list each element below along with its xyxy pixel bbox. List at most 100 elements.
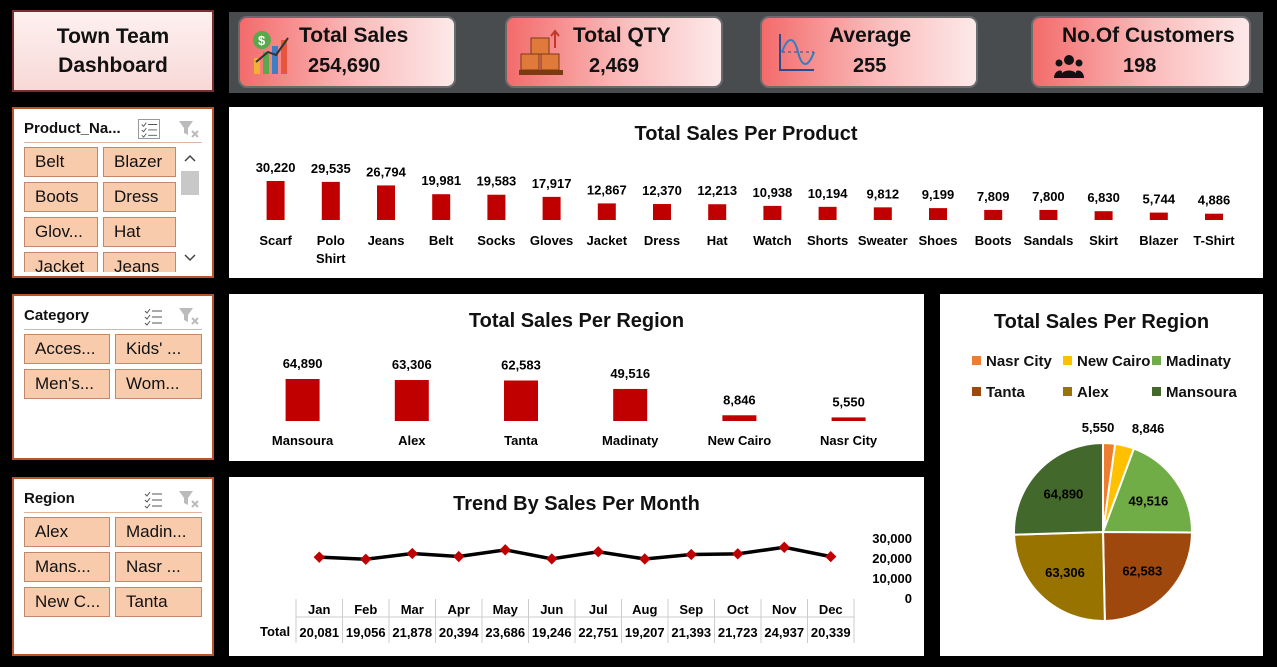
month-label: Nov <box>772 602 797 617</box>
slicer-category: Category Acces... Kids' ... Men's... Wom… <box>12 294 214 460</box>
product-bar <box>597 203 616 220</box>
slicer-item[interactable]: Wom... <box>115 369 202 399</box>
data-label: 30,220 <box>256 160 296 175</box>
slicer-item[interactable]: Boots <box>24 182 98 212</box>
y-tick-label: 20,000 <box>872 551 912 566</box>
legend-swatch <box>1152 356 1161 365</box>
data-label: 12,213 <box>697 183 737 198</box>
slicer-item[interactable]: Mans... <box>24 552 110 582</box>
kpi-customers: No.Of Customers 198 <box>1031 16 1251 88</box>
month-value: 19,056 <box>346 625 386 640</box>
clear-filter-icon[interactable] <box>178 306 200 326</box>
slicer-item[interactable]: Belt <box>24 147 98 177</box>
month-label: Oct <box>727 602 749 617</box>
data-label: 5,744 <box>1143 192 1176 207</box>
region-bar <box>285 379 320 421</box>
legend-swatch <box>1063 387 1072 396</box>
category-label: Madinaty <box>602 433 659 448</box>
legend-label: Mansoura <box>1166 384 1237 401</box>
product-bar <box>542 196 561 220</box>
chart-title: Trend By Sales Per Month <box>453 493 700 515</box>
trend-point <box>453 550 465 563</box>
data-label: 6,830 <box>1087 190 1120 205</box>
product-bar <box>1205 213 1223 220</box>
category-label: Blazer <box>1139 233 1178 248</box>
slicer-item[interactable]: Dress <box>103 182 176 212</box>
legend-swatch <box>972 387 981 396</box>
slicer-scrollbar[interactable] <box>180 149 200 269</box>
slicer-item[interactable]: Nasr ... <box>115 552 202 582</box>
month-label: Mar <box>401 602 424 617</box>
region-bar <box>504 380 538 421</box>
month-label: Sep <box>679 602 703 617</box>
multi-select-icon[interactable] <box>142 489 164 509</box>
pie-slice <box>1101 447 1193 534</box>
product-bar <box>1039 209 1058 220</box>
data-label: 9,812 <box>867 186 900 201</box>
pie-slice <box>1101 530 1194 623</box>
product-bar <box>984 209 1003 220</box>
data-label: 12,867 <box>587 182 627 197</box>
month-label: Dec <box>819 602 843 617</box>
slicer-item[interactable]: Glov... <box>24 217 98 247</box>
category-label: Scarf <box>259 233 292 248</box>
category-label: Polo <box>317 233 345 248</box>
kpi-average: Average 255 <box>760 16 978 88</box>
y-tick-label: 10,000 <box>872 571 912 586</box>
legend-item: Tanta <box>972 384 1025 401</box>
multi-select-icon[interactable] <box>142 306 164 326</box>
slicer-item[interactable]: Alex <box>24 517 110 547</box>
pie-label: 5,550 <box>1082 420 1115 435</box>
trend-point <box>499 544 511 556</box>
category-label: Gloves <box>530 233 573 248</box>
category-label: T-Shirt <box>1193 233 1235 248</box>
product-bar-chart: 30,220 Scarf 29,535 Polo Shirt 26,794 Jeans 19,… <box>256 160 1236 266</box>
pie-label: 49,516 <box>1129 494 1169 509</box>
data-label: 26,794 <box>366 164 407 179</box>
month-label: Jun <box>540 602 563 617</box>
clear-filter-icon[interactable] <box>178 119 200 139</box>
slicer-item[interactable]: Men's... <box>24 369 110 399</box>
product-bar <box>818 206 837 220</box>
kpi-total-sales: $ Total Sales 254,690 <box>238 16 456 88</box>
scroll-up-icon <box>184 154 196 162</box>
dashboard-title: Town Team Dashboard <box>12 10 214 92</box>
month-value: 20,394 <box>439 625 480 640</box>
product-bar <box>487 194 506 220</box>
scroll-down-icon <box>184 254 196 262</box>
data-label: 10,194 <box>808 186 849 201</box>
category-label: Tanta <box>504 433 538 448</box>
kpi-label: Total QTY <box>573 24 671 47</box>
kpi-bar: $ Total Sales 254,690 Total QTY 2,469 Av… <box>229 12 1263 93</box>
month-value: 19,207 <box>625 625 665 640</box>
slicer-title: Region <box>24 490 75 507</box>
y-tick-label: 0 <box>905 591 912 606</box>
region-sales-bar-chart: Total Sales Per Region 64,890 Mansoura 63,… <box>229 294 924 461</box>
slicer-item[interactable]: Tanta <box>115 587 202 617</box>
slicer-item[interactable]: Blazer <box>103 147 176 177</box>
product-sales-chart: Total Sales Per Product 30,220 Scarf 29,53… <box>229 107 1263 278</box>
people-icon <box>1054 55 1084 78</box>
chart-title: Total Sales Per Region <box>993 311 1210 333</box>
slicer-item[interactable]: New C... <box>24 587 110 617</box>
legend-label: New Cairo <box>1077 353 1151 370</box>
clear-filter-icon[interactable] <box>178 489 200 509</box>
legend-swatch <box>1152 387 1161 396</box>
category-label: Boots <box>975 233 1012 248</box>
data-label: 49,516 <box>610 366 650 381</box>
svg-text:$: $ <box>258 33 266 48</box>
month-value: 23,686 <box>485 625 525 640</box>
legend-label: Tanta <box>986 384 1025 401</box>
multi-select-icon[interactable] <box>138 119 160 139</box>
kpi-value: 198 <box>1123 55 1157 77</box>
month-value: 20,081 <box>299 625 339 640</box>
slicer-item[interactable]: Jeans <box>103 252 176 272</box>
product-bar <box>763 205 782 220</box>
region-bar <box>831 417 866 421</box>
slicer-item[interactable]: Acces... <box>24 334 110 364</box>
slicer-item[interactable]: Jacket <box>24 252 98 272</box>
slicer-item[interactable]: Hat <box>103 217 176 247</box>
slicer-item[interactable]: Madin... <box>115 517 202 547</box>
month-label: Aug <box>632 602 657 617</box>
slicer-item[interactable]: Kids' ... <box>115 334 202 364</box>
